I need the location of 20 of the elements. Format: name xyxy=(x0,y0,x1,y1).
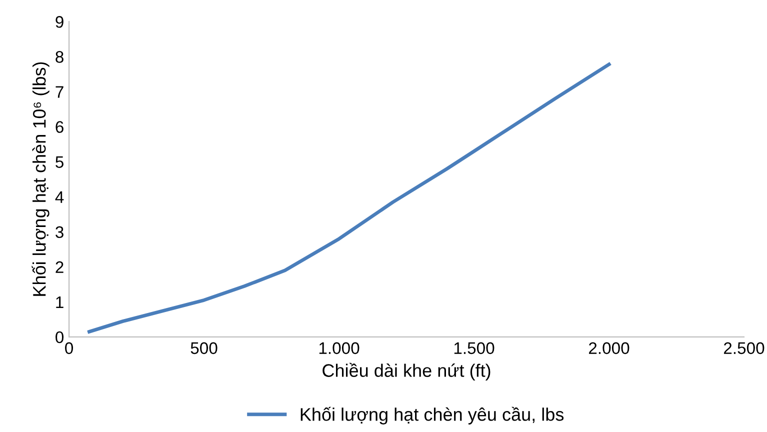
x-tick-label: 1.500 xyxy=(454,342,494,354)
y-tick-label: 7 xyxy=(56,86,64,98)
y-tick-label: 5 xyxy=(56,156,64,168)
legend-label: Khối lượng hạt chèn yêu cầu, lbs xyxy=(300,406,564,424)
y-tick-label: 8 xyxy=(56,51,64,63)
y-axis-title: Khối lượng hạt chèn 10⁶ (lbs) xyxy=(32,62,50,296)
y-tick-label: 1 xyxy=(56,296,64,308)
y-tick-label: 4 xyxy=(55,191,64,203)
x-tick-label: 1.000 xyxy=(319,342,360,354)
x-axis-title: Chiều dài khe nứt (ft) xyxy=(322,362,490,381)
y-tick-label: 0 xyxy=(56,331,64,344)
y-tick-label: 6 xyxy=(56,121,64,133)
line-series xyxy=(88,62,611,334)
x-tick-label: 0 xyxy=(65,342,74,354)
x-tick-label: 2.000 xyxy=(588,342,630,354)
y-tick-label: 9 xyxy=(56,16,64,28)
x-tick-label: 500 xyxy=(190,342,218,354)
y-tick-label: 3 xyxy=(56,226,64,238)
y-tick-label: 2 xyxy=(56,261,64,273)
x-tick-label: 2.500 xyxy=(724,342,764,354)
